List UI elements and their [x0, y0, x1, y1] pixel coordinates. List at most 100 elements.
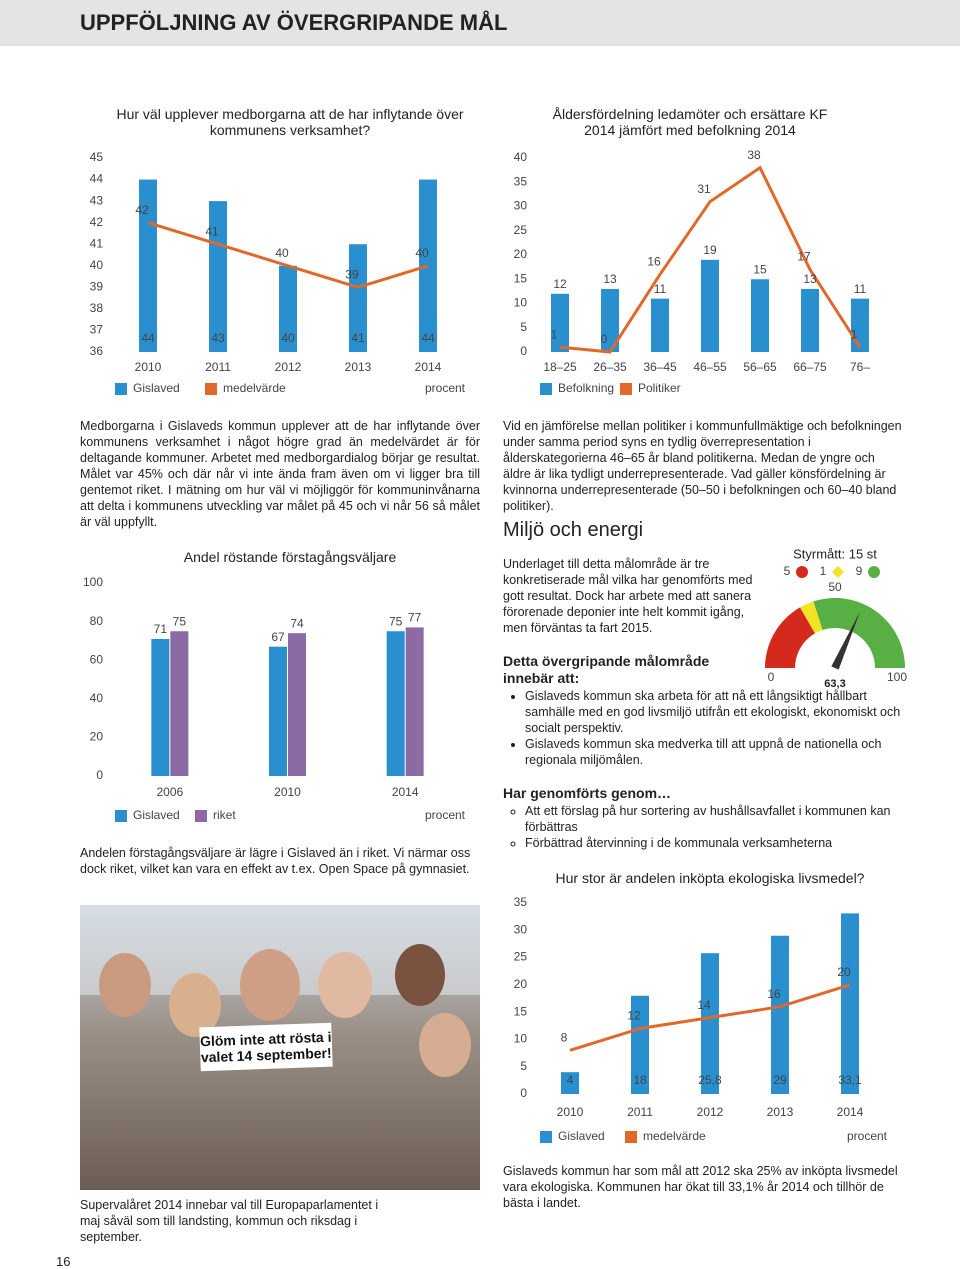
x-tick-label: 2011 — [205, 360, 231, 374]
y-tick-label: 20 — [90, 730, 104, 744]
unit-note: procent — [425, 381, 466, 395]
value-label: 15 — [753, 262, 767, 276]
y-tick-label: 40 — [90, 258, 104, 272]
bar — [349, 244, 367, 352]
value-label: 75 — [173, 614, 187, 628]
line — [569, 983, 851, 1052]
legend-label: Befolkning — [558, 381, 614, 395]
chart-title: Hur stor är andelen inköpta ekologiska l… — [555, 870, 865, 886]
x-tick-label: 18–25 — [543, 360, 577, 374]
value-label: 14 — [697, 998, 711, 1012]
value-label: 44 — [421, 331, 435, 345]
x-tick-label: 66–75 — [793, 360, 827, 374]
bar — [279, 265, 297, 352]
bar — [561, 1072, 579, 1094]
y-tick-label: 35 — [514, 895, 528, 909]
x-tick-label: 2010 — [557, 1105, 584, 1119]
x-tick-label: 2012 — [697, 1105, 724, 1119]
value-label: 29 — [773, 1073, 787, 1087]
value-label: 71 — [154, 622, 168, 636]
photo-person — [99, 953, 151, 1017]
bar — [851, 298, 869, 352]
gauge-legend-count: 9 — [856, 564, 863, 578]
value-label: 13 — [603, 272, 617, 286]
gauge-legend-count: 5 — [784, 564, 791, 578]
value-label: 11 — [654, 282, 667, 296]
y-tick-label: 20 — [514, 247, 528, 261]
photo-person — [240, 949, 300, 1021]
value-label: 1 — [851, 327, 858, 341]
photo-person — [395, 944, 445, 1006]
done-list: Att ett förslag på hur sortering av hush… — [503, 803, 915, 851]
y-tick-label: 37 — [90, 323, 104, 337]
value-label: 11 — [854, 282, 867, 296]
y-tick-label: 41 — [90, 236, 104, 250]
y-tick-label: 5 — [520, 320, 527, 334]
gauge-segment — [765, 607, 815, 668]
y-tick-label: 25 — [514, 950, 528, 964]
value-label: 20 — [837, 965, 851, 979]
goal-item: Gislaveds kommun ska medverka till att u… — [525, 736, 915, 768]
y-tick-label: 10 — [514, 1032, 528, 1046]
value-label: 13 — [803, 272, 817, 286]
y-tick-label: 15 — [514, 271, 528, 285]
goal-item: Gislaveds kommun ska arbeta för att nå e… — [525, 688, 915, 736]
unit-note: procent — [425, 808, 466, 822]
value-label: 4 — [567, 1073, 574, 1087]
value-label: 1 — [551, 327, 558, 341]
bar — [631, 995, 649, 1094]
y-tick-label: 39 — [90, 280, 104, 294]
x-tick-label: 2010 — [274, 785, 301, 799]
chart-title: Andel röstande förstagångsväljare — [183, 549, 397, 565]
y-tick-label: 80 — [90, 614, 104, 628]
paragraph: Gislaveds kommun har som mål att 2012 sk… — [503, 1164, 898, 1210]
goal-list: Gislaveds kommun ska arbeta för att nå e… — [503, 688, 915, 768]
gauge-segment — [800, 601, 823, 634]
bar — [801, 288, 819, 352]
y-tick-label: 0 — [520, 344, 527, 358]
subheading: Har genomförts genom… — [503, 785, 672, 801]
y-tick-label: 10 — [514, 296, 528, 310]
x-tick-label: 2010 — [135, 360, 162, 374]
value-label: 44 — [141, 331, 155, 345]
y-tick-label: 20 — [514, 977, 528, 991]
bar — [151, 638, 170, 776]
x-tick-label: 2014 — [837, 1105, 864, 1119]
bar — [405, 627, 424, 776]
value-label: 16 — [647, 255, 661, 269]
x-tick-label: 46–55 — [693, 360, 727, 374]
page-number: 16 — [56, 1254, 71, 1269]
legend-swatch — [115, 383, 127, 395]
x-tick-label: 2013 — [767, 1105, 794, 1119]
gauge-segment — [813, 598, 905, 668]
y-tick-label: 44 — [90, 172, 104, 186]
value-label: 40 — [415, 246, 429, 260]
bar — [701, 259, 719, 352]
photo-person — [318, 952, 372, 1018]
value-label: 74 — [290, 616, 304, 630]
value-label: 40 — [281, 331, 295, 345]
subheading: Detta övergripande målområde innebär att… — [503, 653, 710, 686]
value-label: 31 — [697, 182, 711, 196]
y-tick-label: 5 — [520, 1059, 527, 1073]
gauge-tick-label: 100 — [887, 670, 907, 684]
legend-swatch — [625, 1131, 637, 1143]
paragraph: Andelen förstagångsväljare är lägre i Gi… — [80, 846, 471, 876]
value-label: 75 — [389, 614, 403, 628]
bar — [601, 288, 619, 352]
value-label: 38 — [747, 148, 761, 162]
bar — [288, 633, 306, 776]
y-tick-label: 40 — [90, 691, 104, 705]
x-tick-label: 2006 — [156, 785, 183, 799]
bar — [269, 646, 287, 776]
legend-label: Gislaved — [133, 381, 180, 395]
section-heading: Miljö och energi — [503, 519, 644, 541]
done-item: Förbättrad återvinning i de kommunala ve… — [525, 835, 915, 851]
legend-swatch — [540, 383, 552, 395]
bar — [771, 935, 789, 1094]
value-label: 25,8 — [698, 1073, 722, 1087]
bar — [170, 631, 189, 776]
legend-label: medelvärde — [223, 381, 286, 395]
